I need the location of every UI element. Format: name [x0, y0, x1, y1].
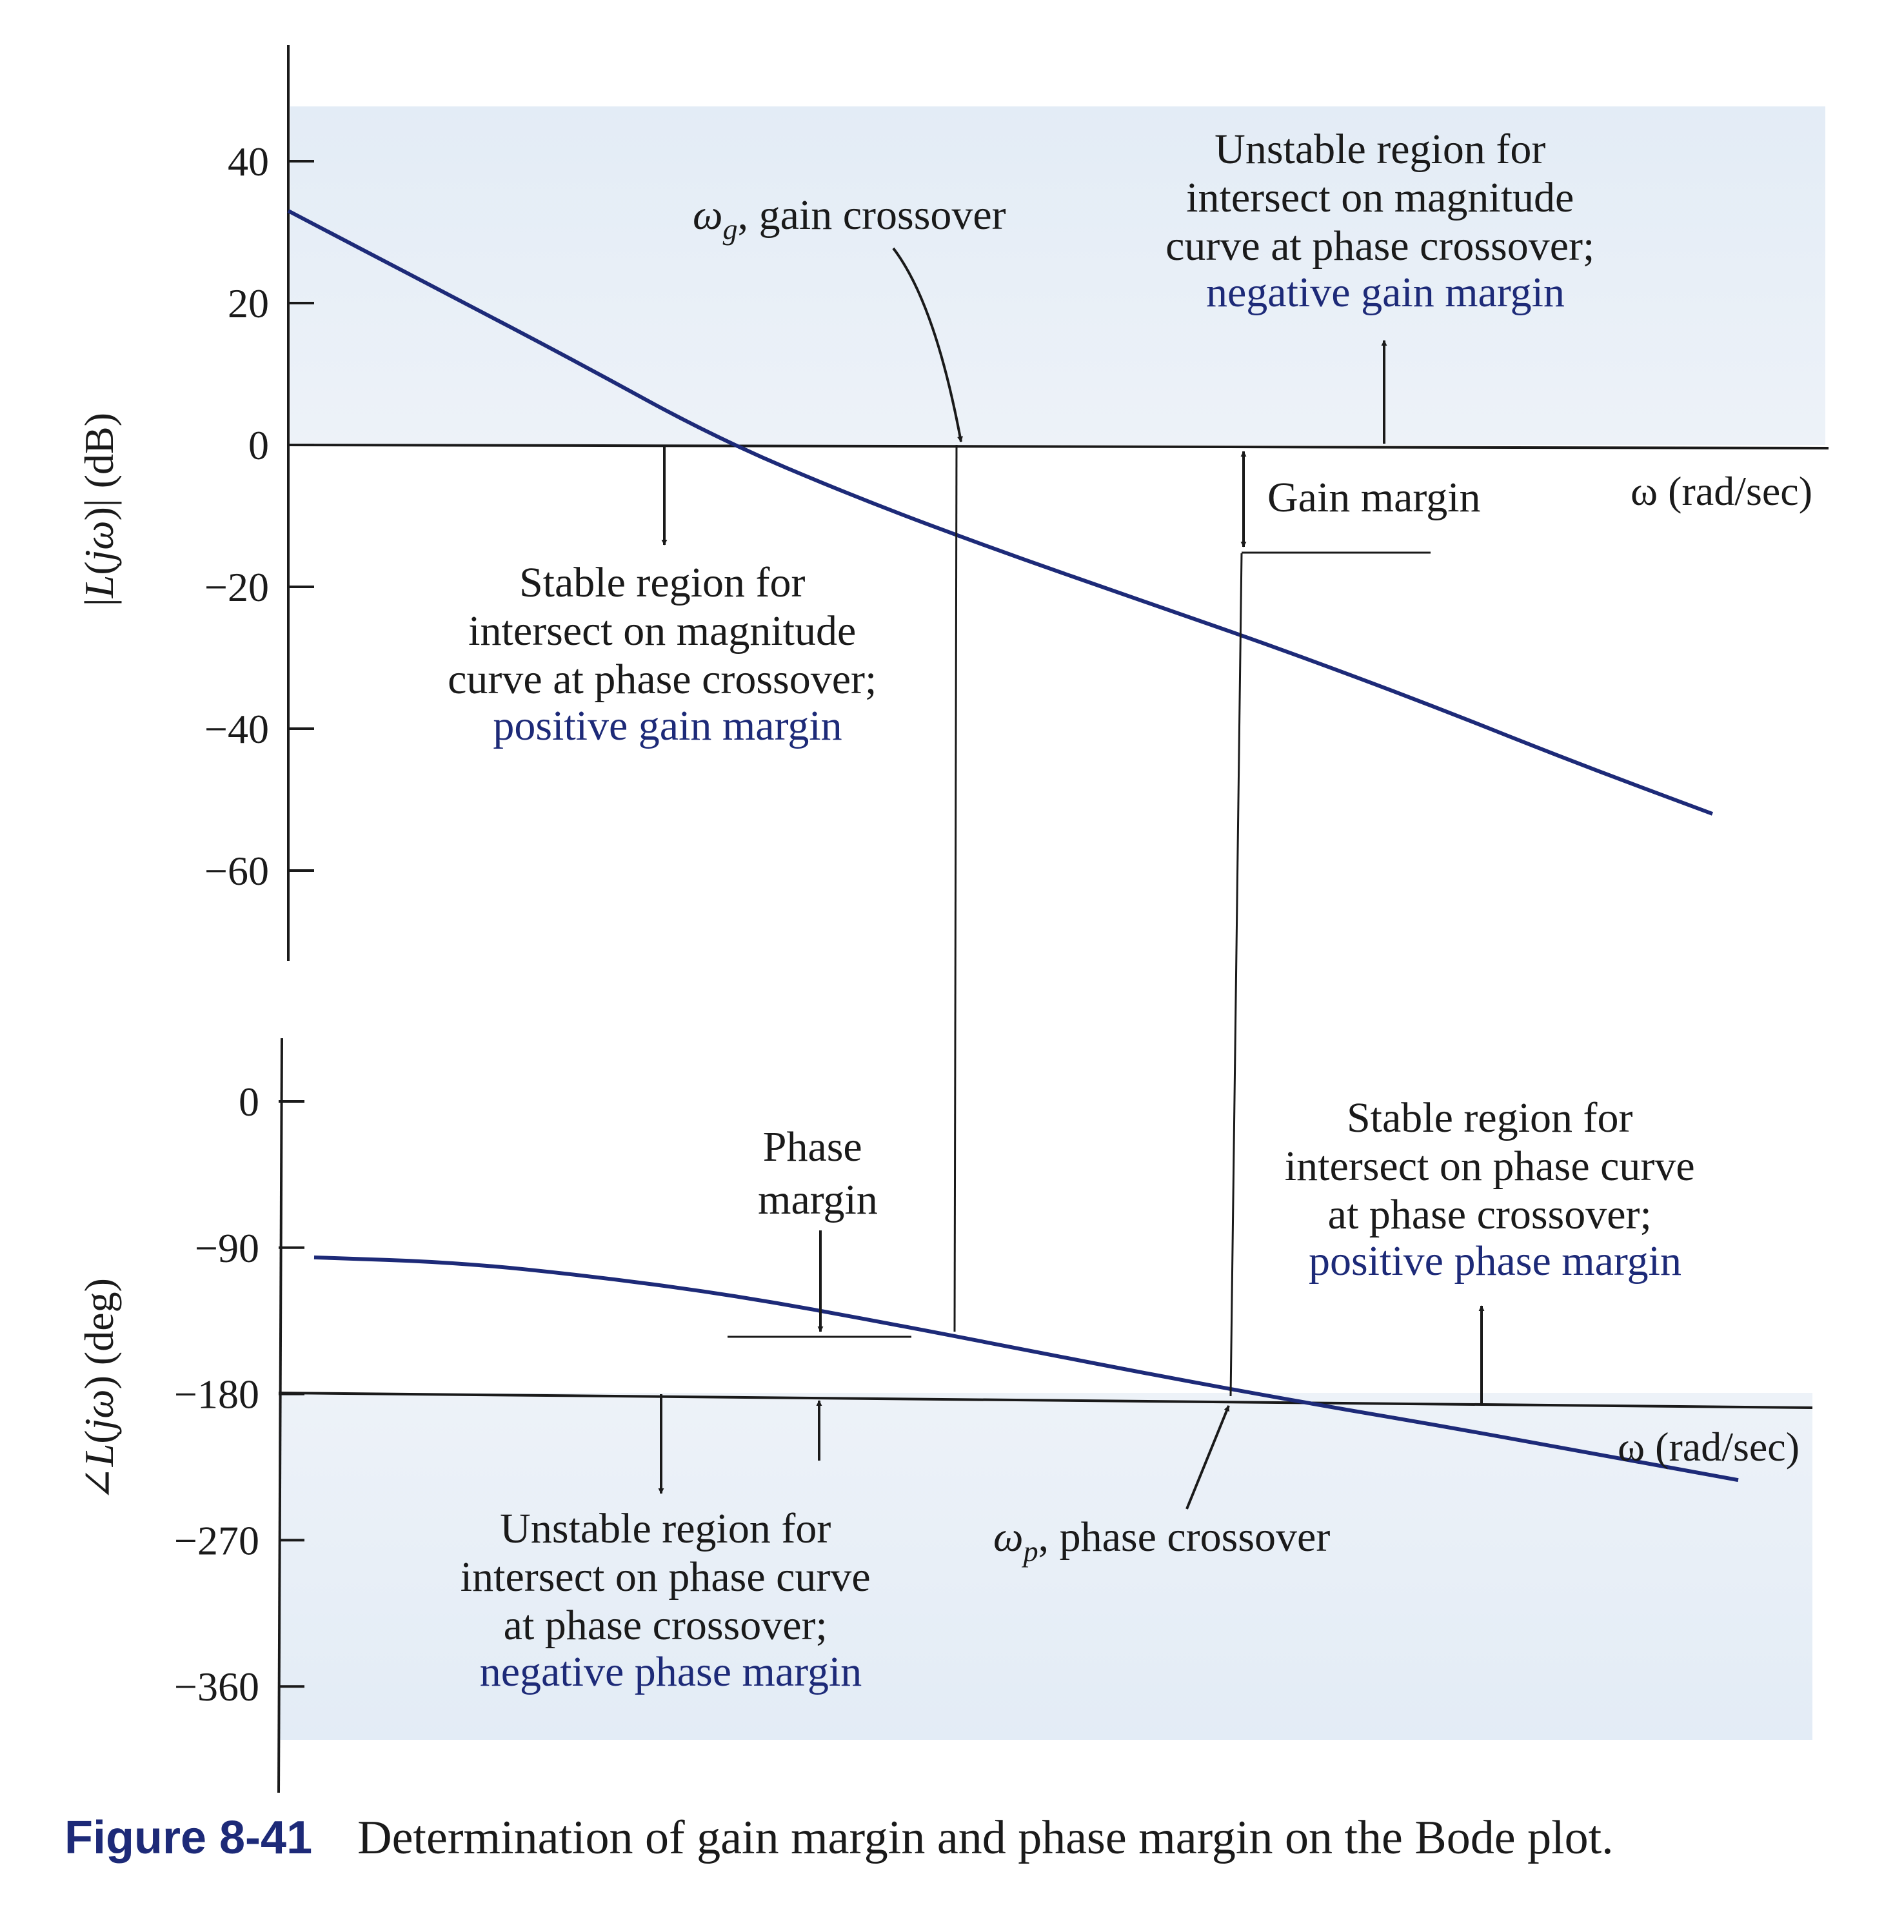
phase-margin-label: Phase margin — [758, 1123, 878, 1223]
unstable-magnitude-region-text: Unstable region for intersect on magnitu… — [1165, 126, 1605, 316]
magnitude-tick-label: −40 — [204, 706, 269, 752]
magnitude-axis-title: |L(jω)| (dB) — [76, 413, 122, 606]
unstable-region-magnitude — [290, 106, 1825, 445]
phase-tick-label: −270 — [174, 1517, 259, 1563]
caption-label: Figure 8-41 — [64, 1812, 313, 1864]
caption-text: Determination of gain margin and phase m… — [357, 1811, 1614, 1864]
gain-crossover-label: ωg, gain crossover — [693, 192, 1006, 246]
phase-axis-title: ∠L(jω) (deg) — [76, 1278, 122, 1501]
unstable-region-phase — [279, 1393, 1812, 1740]
magnitude-tick-label: 40 — [228, 139, 269, 184]
unstable-phase-region-text: Unstable region for intersect on phase c… — [461, 1505, 881, 1695]
phase-tick-label: −360 — [174, 1664, 259, 1710]
phase-tick-label: 0 — [239, 1079, 259, 1125]
phase-crossover-pointer — [1185, 1405, 1230, 1510]
gain-crossover-vertical-line — [953, 444, 958, 1332]
magnitude-tick-label: 20 — [228, 281, 269, 326]
figure-caption: Figure 8-41 Determination of gain margin … — [64, 1811, 1858, 1866]
stable-phase-region-text: Stable region for intersect on phase cur… — [1285, 1094, 1705, 1285]
magnitude-curve — [287, 209, 1714, 816]
phase-tick-label: −180 — [174, 1372, 259, 1417]
gain-margin-label: Gain margin — [1267, 474, 1481, 521]
gain-crossover-pointer — [892, 247, 963, 442]
magnitude-tick-label: 0 — [248, 422, 269, 468]
magnitude-zero-db-line — [288, 444, 1829, 449]
phase-minus180-line — [278, 1392, 1813, 1409]
phase-tick-label: −90 — [195, 1225, 259, 1271]
phase-crossover-vertical-line — [1229, 553, 1243, 1397]
magnitude-tick-label: −20 — [204, 564, 269, 610]
magnitude-y-ticks: 40 20 0 −20 −40 −60 — [204, 139, 314, 894]
magnitude-tick-label: −60 — [204, 848, 269, 894]
phase-y-ticks: 0 −90 −180 −270 −360 — [174, 1079, 304, 1710]
stable-magnitude-region-text: Stable region for intersect on magnitude… — [448, 559, 888, 749]
magnitude-x-axis-label: ω (rad/sec) — [1631, 468, 1812, 514]
phase-y-axis — [277, 1038, 283, 1793]
phase-curve — [313, 1255, 1739, 1483]
phase-x-axis-label: ω (rad/sec) — [1618, 1424, 1800, 1470]
phase-crossover-label: ωp, phase crossover — [993, 1513, 1330, 1568]
